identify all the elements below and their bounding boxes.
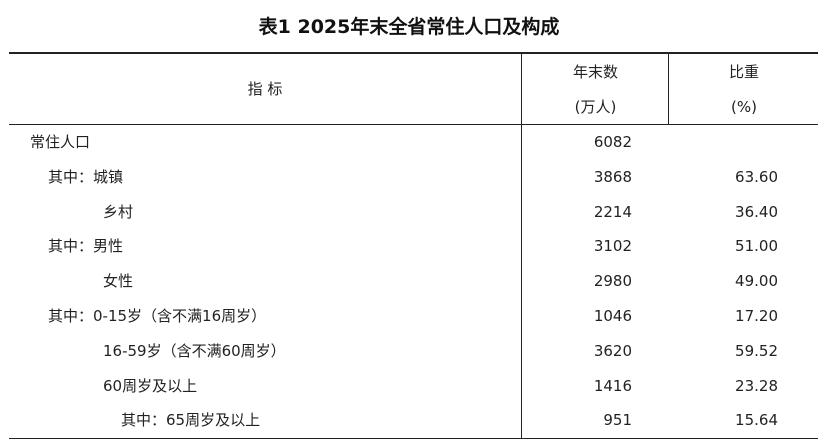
row-label: 其中：城镇 [48,167,124,186]
row-label: 其中：65周岁及以上 [121,411,261,430]
row-share: 51.00 [735,237,778,256]
row-value: 1416 [593,376,632,395]
row-value: 6082 [593,133,632,151]
row-share: 63.60 [735,167,778,186]
row-label: 16-59岁（含不满60周岁） [103,341,286,360]
row-value: 951 [603,411,632,430]
table-row: 60周岁及以上 1416 23.28 [9,369,818,404]
header-count-unit: (万人) [574,98,617,116]
row-share: 49.00 [735,272,778,291]
table-row: 16-59岁（含不满60周岁） 3620 59.52 [9,334,818,369]
row-value: 2214 [593,202,632,221]
header-count-title: 年末数 [572,63,618,81]
row-share: 36.40 [735,202,778,221]
header-count: 年末数 (万人) [521,54,669,124]
row-label: 60周岁及以上 [103,376,198,395]
table-title: 表1 2025年末全省常住人口及构成 [258,16,560,38]
header-share: 比重 (%) [668,54,818,124]
table-row: 其中：65周岁及以上 951 15.64 [9,403,818,438]
header-share-title: 比重 [728,63,759,81]
row-value: 3620 [593,341,632,360]
row-value: 3868 [593,167,632,186]
row-value: 2980 [593,272,632,291]
row-value: 1046 [593,306,632,325]
row-label: 其中：男性 [48,237,124,256]
row-label: 乡村 [103,202,134,221]
row-label: 女性 [103,272,134,291]
table-row: 女性 2980 49.00 [9,264,818,299]
row-value: 3102 [593,237,632,256]
row-share: 17.20 [735,306,778,325]
table-row: 其中：男性 3102 51.00 [9,229,818,264]
table-header: 指 标 年末数 (万人) 比重 (%) [9,54,818,125]
column-divider [521,125,522,439]
table-row: 其中：0-15岁（含不满16周岁） 1046 17.20 [9,299,818,334]
header-indicator: 指 标 [247,80,283,98]
header-share-unit: (%) [731,98,757,116]
row-share: 23.28 [735,376,778,395]
row-label: 常住人口 [30,133,91,151]
row-share: 59.52 [735,341,778,360]
table-row: 乡村 2214 36.40 [9,195,818,230]
table-row: 其中：城镇 3868 63.60 [9,160,818,195]
population-table: 指 标 年末数 (万人) 比重 (%) 常住人口 6082 其中：城镇 3868 63.… [9,52,818,440]
row-label: 其中：0-15岁（含不满16周岁） [48,306,267,325]
table-row: 常住人口 6082 [9,125,818,160]
row-share: 15.64 [735,411,778,430]
